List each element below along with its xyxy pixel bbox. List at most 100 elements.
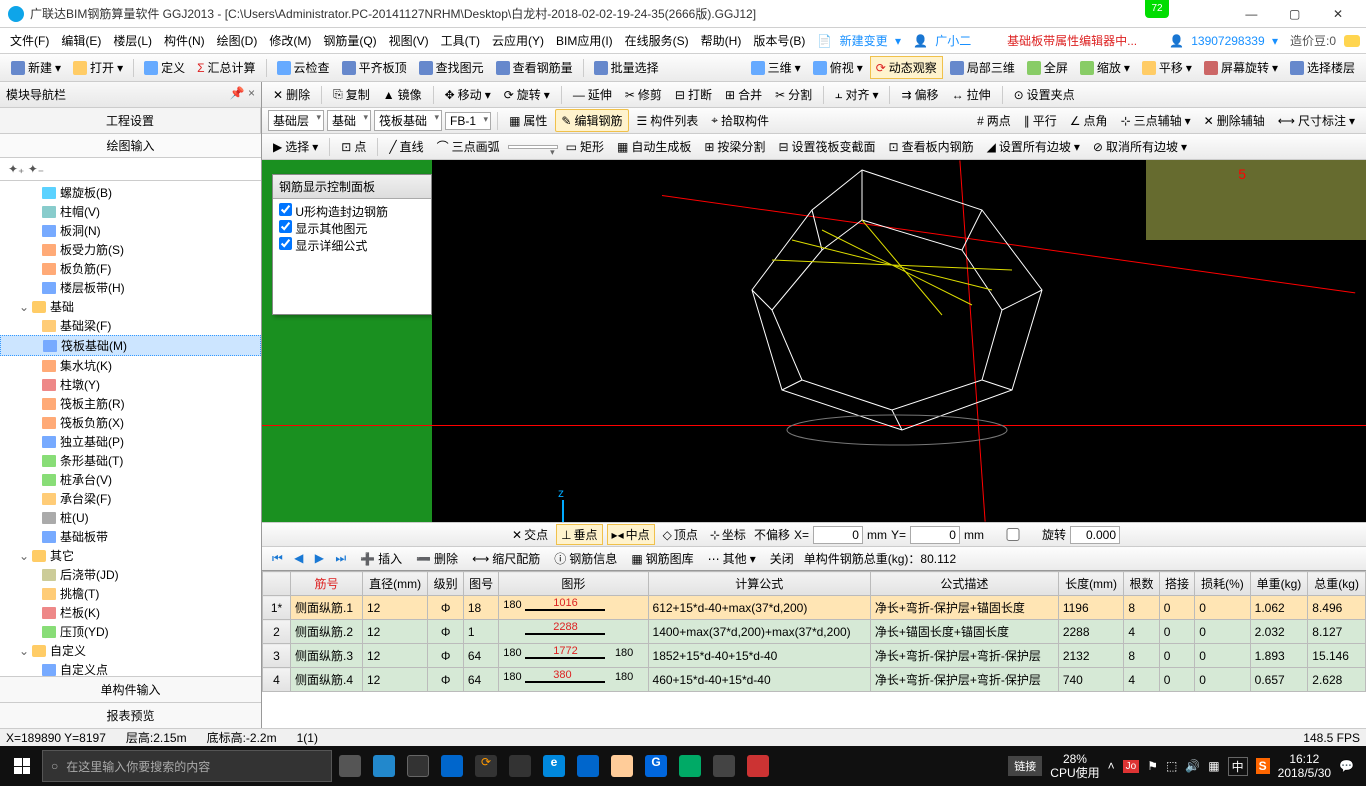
search-box[interactable]: ○ 在这里输入你要搜索的内容 [42, 750, 332, 782]
menu-edit[interactable]: 编辑(E) [57, 30, 105, 51]
stretch-button[interactable]: ↔ 拉伸 [947, 84, 996, 105]
flat-button[interactable]: 平齐板顶 [337, 57, 412, 78]
menu-version[interactable]: 版本号(B) [749, 30, 809, 51]
cancel-edge-button[interactable]: ⊘ 取消所有边坡▾ [1088, 136, 1192, 157]
menu-draw[interactable]: 绘图(D) [213, 30, 262, 51]
insert-row-button[interactable]: ➕ 插入 [356, 549, 406, 568]
draw-dropdown[interactable] [508, 145, 558, 149]
grid-row[interactable]: 4侧面纵筋.412Φ64180380180460+15*d-40+15*d-40… [263, 668, 1366, 692]
copy-button[interactable]: ⎘ 复制 [328, 84, 375, 105]
trim-button[interactable]: ✂ 修剪 [620, 84, 667, 105]
other-button[interactable]: ⋯ 其他▾ [704, 549, 760, 568]
tray-icon[interactable]: ⚑ [1147, 759, 1158, 773]
dimension-button[interactable]: ⟷ 尺寸标注▾ [1273, 110, 1360, 131]
task-icon[interactable] [334, 750, 366, 782]
close-grid-button[interactable]: 关闭 [766, 549, 798, 568]
notification-icon[interactable]: 💬 [1339, 759, 1354, 773]
find-button[interactable]: 查找图元 [414, 57, 489, 78]
task-icon[interactable] [708, 750, 740, 782]
line-tool[interactable]: ╱ 直线 [384, 136, 428, 157]
task-icon[interactable] [742, 750, 774, 782]
task-icon[interactable] [606, 750, 638, 782]
tree-node[interactable]: 柱帽(V) [0, 202, 261, 221]
type-dropdown[interactable]: 筏板基础 [374, 110, 442, 131]
tree-node[interactable]: ⌄其它 [0, 546, 261, 565]
move-button[interactable]: ✥ 移动▾ [440, 84, 496, 105]
local-3d-button[interactable]: 局部三维 [945, 57, 1020, 78]
aux3-button[interactable]: ⊹ 三点辅轴▾ [1116, 110, 1196, 131]
agent-link[interactable]: 👤 广小二 [909, 30, 979, 51]
grid-row[interactable]: 3侧面纵筋.312Φ6418017721801852+15*d-40+15*d-… [263, 644, 1366, 668]
tree-node[interactable]: ⌄基础 [0, 297, 261, 316]
tree-node[interactable]: 螺旋板(B) [0, 183, 261, 202]
rotate-button[interactable]: 屏幕旋转▾ [1199, 57, 1283, 78]
task-icon[interactable] [504, 750, 536, 782]
x-input[interactable] [813, 526, 863, 544]
rebar-display-panel[interactable]: 钢筋显示控制面板 U形构造封边钢筋 显示其他图元 显示详细公式 [272, 174, 432, 315]
menu-online[interactable]: 在线服务(S) [621, 30, 693, 51]
define-button[interactable]: 定义 [139, 57, 190, 78]
tree-node[interactable]: 集水坑(K) [0, 356, 261, 375]
cloud-check-button[interactable]: 云检查 [272, 57, 335, 78]
extend-button[interactable]: — 延伸 [568, 84, 617, 105]
ime-indicator[interactable]: 中 [1228, 757, 1248, 776]
tree-node[interactable]: 自定义点 [0, 660, 261, 676]
tree-node[interactable]: 板负筋(F) [0, 259, 261, 278]
tree-node[interactable]: 楼层板带(H) [0, 278, 261, 297]
scale-rebar-button[interactable]: ⟷ 缩尺配筋 [468, 549, 544, 568]
tree-node[interactable]: 柱墩(Y) [0, 375, 261, 394]
tray-up-icon[interactable]: ˄ [1108, 759, 1115, 773]
maximize-button[interactable]: ▢ [1275, 7, 1315, 21]
fullscreen-button[interactable]: 全屏 [1022, 57, 1073, 78]
task-icon[interactable]: G [640, 750, 672, 782]
opt3-checkbox[interactable]: 显示详细公式 [279, 237, 425, 254]
twopt-button[interactable]: # 两点 [972, 110, 1016, 131]
opt1-checkbox[interactable]: U形构造封边钢筋 [279, 203, 425, 220]
tree-node[interactable]: 桩承台(V) [0, 470, 261, 489]
tree-node[interactable]: 基础梁(F) [0, 316, 261, 335]
open-button[interactable]: 打开▾ [68, 57, 128, 78]
sum-button[interactable]: Σ汇总计算 [192, 57, 260, 78]
tray-volume-icon[interactable]: 🔊 [1185, 759, 1200, 773]
menu-view[interactable]: 视图(V) [385, 30, 433, 51]
minimize-button[interactable]: — [1231, 7, 1271, 21]
tab-settings[interactable]: 工程设置 [0, 108, 261, 133]
tray-icon[interactable]: ⬚ [1166, 759, 1177, 773]
opt2-checkbox[interactable]: 显示其他图元 [279, 220, 425, 237]
menu-modify[interactable]: 修改(M) [265, 30, 315, 51]
tree-node[interactable]: 承台梁(F) [0, 489, 261, 508]
tree-node[interactable]: 栏板(K) [0, 603, 261, 622]
tree-node[interactable]: 压顶(YD) [0, 622, 261, 641]
rotate-checkbox[interactable] [988, 528, 1038, 541]
snap-coord[interactable]: ⊹ 坐标 [706, 525, 750, 544]
task-icon[interactable] [368, 750, 400, 782]
pivot-button[interactable]: ⊙ 设置夹点 [1009, 84, 1080, 105]
grid-row[interactable]: 1*侧面纵筋.112Φ181801016612+15*d-40+max(37*d… [263, 596, 1366, 620]
new-button[interactable]: 新建▾ [6, 57, 66, 78]
dynamic-view-button[interactable]: ⟳动态观察 [870, 56, 943, 79]
tree-node[interactable]: 独立基础(P) [0, 432, 261, 451]
tree-node[interactable]: 筏板主筋(R) [0, 394, 261, 413]
tray-icon[interactable]: S [1256, 758, 1270, 774]
task-icon[interactable]: ⟳ [470, 750, 502, 782]
tray-icon[interactable]: Jo [1123, 760, 1140, 773]
delete-row-button[interactable]: ➖ 删除 [412, 549, 462, 568]
tray-icon[interactable]: ▦ [1208, 759, 1219, 773]
select-tool[interactable]: ▶ 选择▾ [268, 136, 323, 157]
task-icon[interactable]: e [538, 750, 570, 782]
mirror-button[interactable]: ▲ 镜像 [378, 84, 427, 105]
menu-rebar[interactable]: 钢筋量(Q) [319, 30, 380, 51]
grid-row[interactable]: 2侧面纵筋.212Φ122881400+max(37*d,200)+max(37… [263, 620, 1366, 644]
delete-button[interactable]: ✕ 删除 [268, 84, 315, 105]
floor-dropdown[interactable]: 基础层 [268, 110, 324, 131]
arc-tool[interactable]: ⌒ 三点画弧 [432, 136, 505, 157]
task-icon[interactable] [572, 750, 604, 782]
menu-tool[interactable]: 工具(T) [437, 30, 484, 51]
snap-cross[interactable]: ✕ 交点 [508, 525, 552, 544]
tree-node[interactable]: 条形基础(T) [0, 451, 261, 470]
y-input[interactable] [910, 526, 960, 544]
split-button[interactable]: ✂ 分割 [770, 84, 817, 105]
rotate-edit-button[interactable]: ⟳ 旋转▾ [499, 84, 555, 105]
tree-node[interactable]: 筏板负筋(X) [0, 413, 261, 432]
tree-node[interactable]: 板洞(N) [0, 221, 261, 240]
